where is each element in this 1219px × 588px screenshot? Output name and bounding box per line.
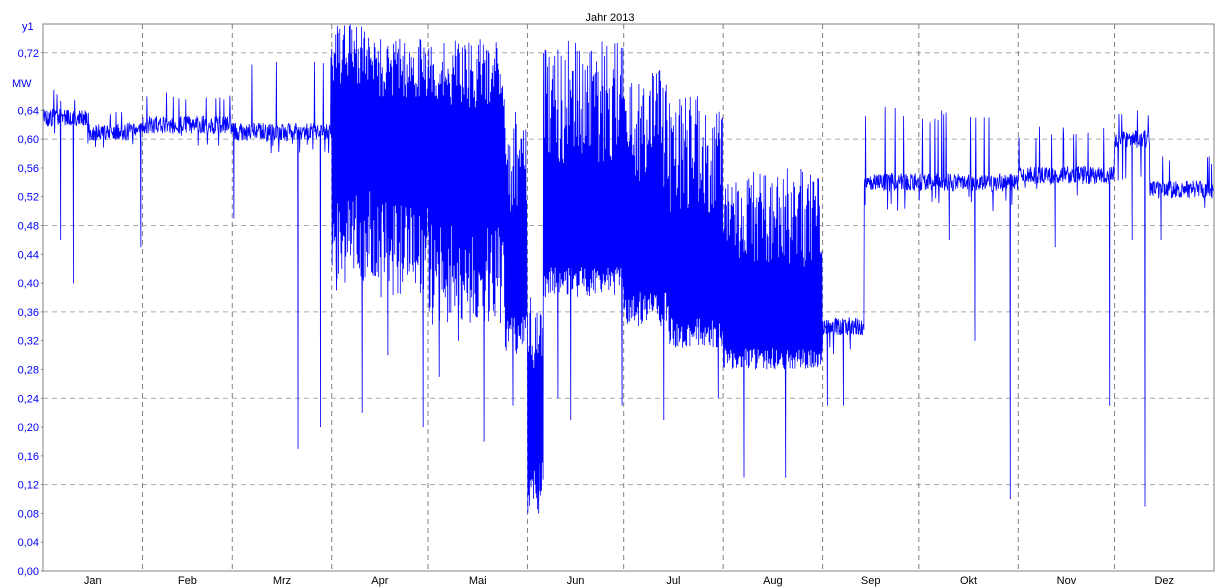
x-tick-label-dez: Dez [1154, 575, 1174, 587]
y-tick-label: 0,48 [18, 221, 39, 233]
y-tick-label: 0,04 [18, 537, 39, 549]
x-tick-label-aug: Aug [763, 575, 783, 587]
y-tick-label: 0,60 [18, 134, 39, 146]
y-tick-label: 0,08 [18, 508, 39, 520]
x-tick-label-mai: Mai [469, 575, 487, 587]
y-tick-label: 0,12 [18, 480, 39, 492]
x-tick-label-jan: Jan [84, 575, 102, 587]
x-tick-label-sep: Sep [861, 575, 881, 587]
x-tick-label-mrz: Mrz [273, 575, 291, 587]
x-tick-label-feb: Feb [178, 575, 197, 587]
y-tick-label: 0,24 [18, 393, 39, 405]
x-tick-label-apr: Apr [371, 575, 388, 587]
y-tick-label: 0,40 [18, 278, 39, 290]
y-tick-label: 0,44 [18, 249, 39, 261]
chart-title: Jahr 2013 [586, 12, 635, 24]
x-tick-label-jul: Jul [666, 575, 680, 587]
y-axis-name: y1 [22, 21, 34, 33]
x-tick-label-okt: Okt [960, 575, 977, 587]
y-tick-label: 0,36 [18, 307, 39, 319]
x-axis-month-labels: Jan Feb Mrz Apr Mai Jun Jul Aug Sep Okt Nov Dez [84, 575, 1174, 587]
y-tick-label: 0,20 [18, 422, 39, 434]
y-tick-label: 0,28 [18, 364, 39, 376]
y-tick-label: 0,32 [18, 336, 39, 348]
y-tick-label: 0,16 [18, 451, 39, 463]
series-layer [42, 24, 1214, 514]
series-line [42, 24, 1214, 514]
plot-frame [42, 23, 1215, 572]
x-tick-label-nov: Nov [1057, 575, 1077, 587]
y-tick-label: 0,52 [18, 192, 39, 204]
x-tick-label-jun: Jun [567, 575, 585, 587]
y-axis-unit: MW [12, 78, 32, 90]
y-tick-label: 0,00 [18, 566, 39, 578]
y-tick-label: 0,64 [18, 105, 39, 117]
y-axis-ticks: 0,00 0,04 0,08 0,12 0,16 0,20 0,24 0,28 0,32 0,36… [18, 48, 43, 578]
y-tick-label: 0,72 [18, 48, 39, 60]
y-tick-label: 0,56 [18, 163, 39, 175]
